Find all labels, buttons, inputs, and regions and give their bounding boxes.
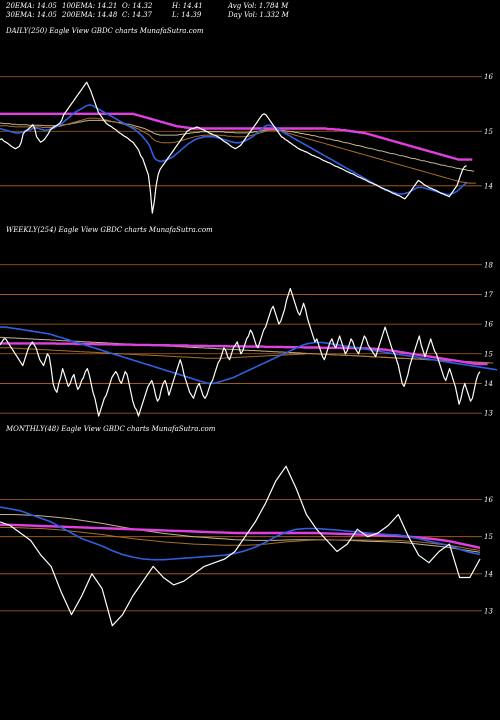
stat-30ema: 30EMA: 14.05 (6, 11, 57, 19)
y-tick-label-15: 15 (484, 533, 493, 541)
stat-open: O: 14.32 (122, 2, 153, 10)
monthly-chart-title: MONTHLY(48) Eagle View GBDC charts Munaf… (6, 425, 216, 433)
series-ema-tan (0, 119, 475, 172)
y-tick-label-15: 15 (484, 350, 493, 358)
daily-chart: 16 15 14 (0, 73, 493, 214)
y-tick-label-16: 16 (484, 73, 493, 81)
stat-100ema: 100EMA: 14.21 (62, 2, 118, 10)
y-tick-label-15: 15 (484, 128, 493, 136)
series-price (0, 287, 481, 417)
series-ema-blue (0, 506, 481, 561)
series-price (0, 81, 467, 214)
y-tick-label-16: 16 (484, 321, 493, 329)
series-ema-magenta (0, 523, 481, 549)
stat-20ema: 20EMA: 14.05 (6, 2, 57, 10)
series-ema-blue (0, 104, 467, 196)
series-ema-magenta (0, 112, 473, 161)
weekly-chart-title: WEEKLY(254) Eagle View GBDC charts Munaf… (6, 226, 213, 234)
series-ema-brown (0, 117, 477, 184)
y-tick-label-14: 14 (484, 380, 493, 388)
header-stats: 20EMA: 14.05 100EMA: 14.21 O: 14.32 H: 1… (0, 0, 500, 22)
y-tick-label-13: 13 (484, 410, 493, 418)
monthly-chart: 16 15 14 13 (0, 465, 493, 627)
stat-day-vol: Day Vol: 1.332 M (228, 11, 289, 19)
stat-200ema: 200EMA: 14.48 (62, 11, 118, 19)
stat-avg-vol: Avg Vol: 1.784 M (228, 2, 289, 10)
y-tick-label-14: 14 (484, 570, 493, 578)
series-ema-tan (0, 514, 481, 553)
y-tick-label-18: 18 (484, 261, 493, 269)
series-price (0, 465, 481, 627)
y-tick-label-14: 14 (484, 182, 493, 190)
y-tick-label-17: 17 (484, 291, 493, 299)
stat-high: H: 14.41 (172, 2, 203, 10)
stat-low: L: 14.39 (172, 11, 202, 19)
stat-close: C: 14.37 (122, 11, 152, 19)
series-ema-blue (0, 326, 498, 385)
daily-chart-title: DAILY(250) Eagle View GBDC charts Munafa… (6, 27, 204, 35)
y-tick-label-13: 13 (484, 607, 493, 615)
y-tick-label-16: 16 (484, 496, 493, 504)
series-ema-brown (0, 526, 481, 551)
series-ema-brown (0, 347, 494, 364)
weekly-chart: 18 17 16 15 14 13 (0, 261, 498, 418)
